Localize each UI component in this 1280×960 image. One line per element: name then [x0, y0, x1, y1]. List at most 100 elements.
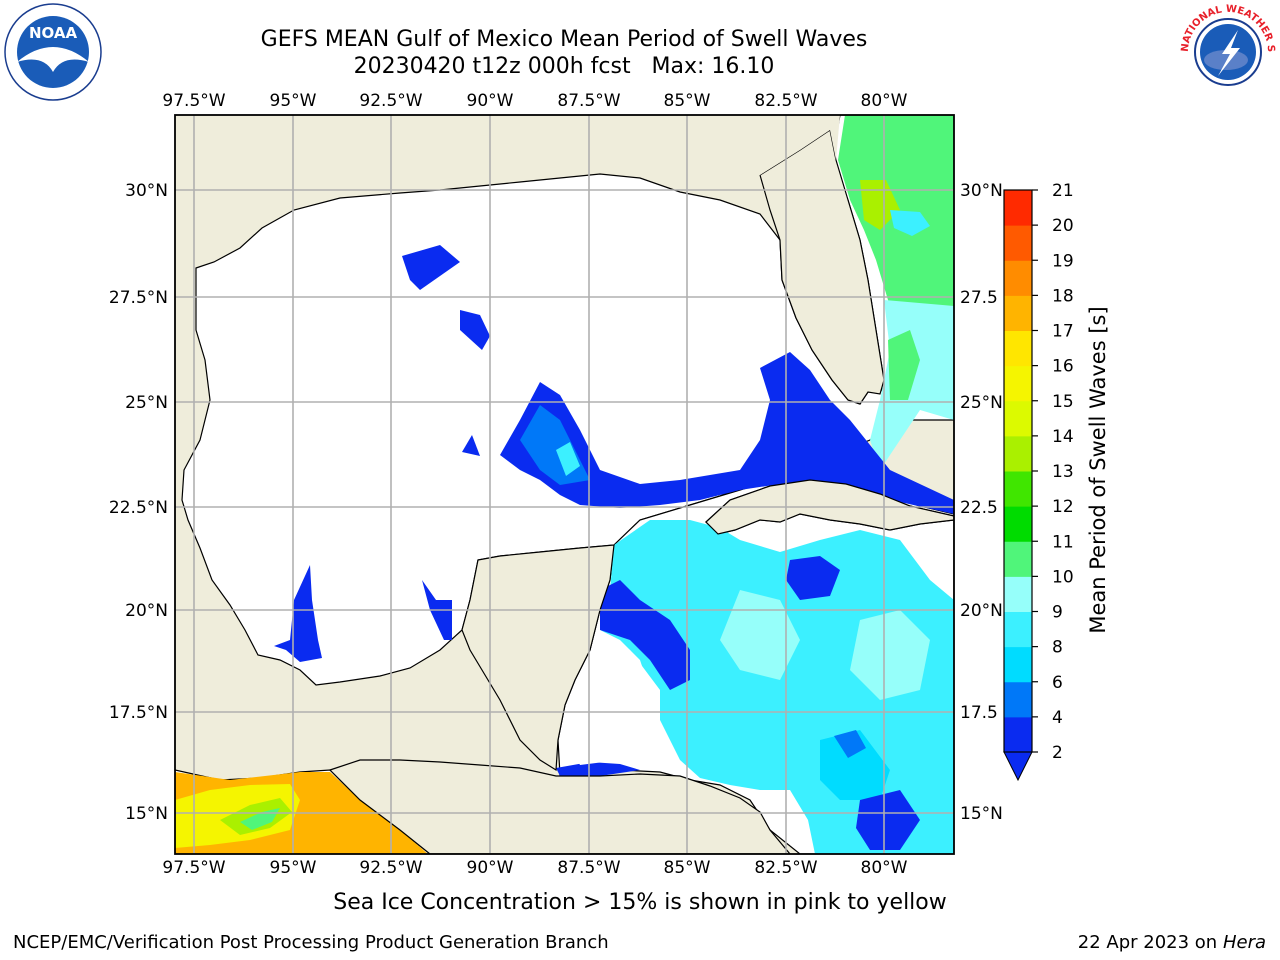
- colorbar-tick-label: 18: [1052, 286, 1074, 306]
- yucatan-peninsula: [461, 544, 615, 772]
- longitude-label: 80°W: [861, 91, 908, 111]
- longitude-label: 87.5°W: [557, 91, 620, 111]
- colorbar: [1003, 189, 1033, 782]
- date-text: 22 Apr 2023 on: [1077, 932, 1223, 953]
- gulf-swell-patch-2: [460, 310, 490, 350]
- colorbar-tick-label: 8: [1052, 638, 1063, 658]
- colorbar-tick-label: 17: [1052, 322, 1074, 342]
- florida-land-north: [640, 115, 840, 196]
- longitude-label: 85°W: [664, 858, 711, 878]
- colorbar-segment: [1004, 681, 1032, 718]
- colorbar-segment: [1004, 225, 1032, 261]
- longitude-label: 90°W: [467, 91, 514, 111]
- colorbar-segment: [1004, 611, 1032, 648]
- caribbean-swell-dark-4: [556, 762, 640, 776]
- gulf-swell-patch-7: [274, 565, 322, 662]
- latitude-label: 22.5°N: [109, 498, 168, 518]
- latitude-label: 30°N: [960, 181, 1003, 201]
- colorbar-segment: [1004, 576, 1032, 612]
- longitude-label: 82.5°W: [754, 91, 817, 111]
- colorbar-segment: [1004, 190, 1032, 226]
- longitude-labels-bottom: 97.5°W 95°W 92.5°W 90°W 87.5°W 85°W 82.5°W 80°W: [162, 858, 907, 878]
- latitude-label: 22.5: [960, 498, 998, 518]
- longitude-labels-top: 97.5°W 95°W 92.5°W 90°W 87.5°W 85°W 82.5°W 80°W: [162, 91, 907, 111]
- colorbar-tick-label: 16: [1052, 357, 1074, 377]
- atlantic-swell-cyan: [890, 210, 930, 236]
- national-weather-service-logo-icon: NATIONAL WEATHER SERVICE: [1178, 4, 1276, 98]
- colorbar-segment: [1004, 541, 1032, 577]
- latitude-label: 20°N: [960, 601, 1003, 621]
- colorbar-ticks: 2 4 6 8 9 10 11 12 13 14 15 16 17 18 19 20 21: [1032, 181, 1074, 763]
- longitude-label: 87.5°W: [557, 858, 620, 878]
- noaa-logo-text: NOAA: [29, 24, 78, 42]
- colorbar-segment: [1004, 295, 1032, 331]
- latitude-label: 15°N: [125, 804, 168, 824]
- colorbar-tick-label: 14: [1052, 427, 1074, 447]
- longitude-label: 82.5°W: [754, 858, 817, 878]
- longitude-label: 97.5°W: [162, 91, 225, 111]
- colorbar-segment: [1004, 260, 1032, 296]
- latitude-labels-right: 30°N 27.5 25°N 22.5 20°N 17.5 15°N: [960, 181, 1003, 824]
- latitude-label: 25°N: [125, 393, 168, 413]
- colorbar-tick-label: 6: [1052, 673, 1063, 693]
- colorbar-segment: [1004, 506, 1032, 542]
- colorbar-tick-label: 11: [1052, 532, 1074, 552]
- map-border: [174, 114, 955, 855]
- caribbean-swell-mid: [820, 730, 890, 800]
- caribbean-swell-dark-2: [786, 556, 840, 600]
- colorbar-tick-label: 19: [1052, 251, 1074, 271]
- sea-ice-note: Sea Ice Concentration > 15% is shown in …: [333, 890, 947, 915]
- longitude-label: 85°W: [664, 91, 711, 111]
- chart-subtitle: 20230420 t12z 000h fcst Max: 16.10: [353, 54, 775, 79]
- latitude-label: 27.5°N: [109, 288, 168, 308]
- latitude-labels-left: 30°N 27.5°N 25°N 22.5°N 20°N 17.5°N 15°N: [109, 181, 168, 824]
- latitude-label: 15°N: [960, 804, 1003, 824]
- caribbean-swell-light: [720, 590, 800, 680]
- latitude-label: 30°N: [125, 181, 168, 201]
- longitude-label: 80°W: [861, 858, 908, 878]
- caribbean-swell-light-2: [850, 610, 930, 700]
- credit-text: NCEP/EMC/Verification Post Processing Pr…: [13, 932, 609, 953]
- colorbar-extend-arrow: [1003, 751, 1033, 782]
- caribbean-swell-blue: [834, 730, 866, 758]
- date-stamp: 22 Apr 2023 on Hera: [1078, 932, 1266, 953]
- colorbar-segment: [1004, 471, 1032, 507]
- grid-lines: [175, 115, 954, 854]
- longitude-label: 97.5°W: [162, 858, 225, 878]
- latitude-label: 27.5: [960, 288, 998, 308]
- gulf-swell-patch-3: [462, 435, 480, 456]
- colorbar-tick-label: 9: [1052, 603, 1063, 623]
- longitude-label: 95°W: [270, 858, 317, 878]
- colorbar-label: Mean Period of Swell Waves [s]: [1086, 306, 1110, 634]
- longitude-label: 95°W: [270, 91, 317, 111]
- latitude-label: 25°N: [960, 393, 1003, 413]
- caribbean-swell-dark-3: [600, 580, 690, 690]
- colorbar-tick-label: 21: [1052, 181, 1074, 201]
- colorbar-segment: [1004, 435, 1032, 472]
- atlantic-swell-lime: [860, 180, 900, 230]
- colorbar-tick-label: 15: [1052, 392, 1074, 412]
- central-america-land: [328, 759, 791, 854]
- latitude-label: 17.5°N: [109, 703, 168, 723]
- colorbar-segment: [1004, 716, 1032, 753]
- noaa-logo-icon: NOAA: [4, 3, 102, 101]
- colorbar-segment: [1004, 330, 1032, 367]
- machine-name: Hera: [1222, 932, 1266, 953]
- longitude-label: 92.5°W: [359, 858, 422, 878]
- colorbar-tick-label: 4: [1052, 708, 1063, 728]
- latitude-label: 17.5: [960, 703, 998, 723]
- colorbar-segment: [1004, 400, 1032, 437]
- chart-title: GEFS MEAN Gulf of Mexico Mean Period of …: [260, 27, 868, 52]
- florida-land: [759, 129, 885, 405]
- colorbar-segment: [1004, 365, 1032, 402]
- colorbar-tick-label: 12: [1052, 497, 1074, 517]
- colorbar-tick-label: 13: [1052, 462, 1074, 482]
- gulf-swell-patch-4: [500, 352, 954, 514]
- gulf-swell-patch-1: [402, 245, 460, 290]
- gulf-swell-patch-6: [556, 442, 580, 476]
- atlantic-swell-green-patch: [888, 330, 920, 400]
- colorbar-tick-label: 20: [1052, 216, 1074, 236]
- colorbar-tick-label: 10: [1052, 567, 1074, 587]
- colorbar-tick-label: 2: [1052, 743, 1063, 763]
